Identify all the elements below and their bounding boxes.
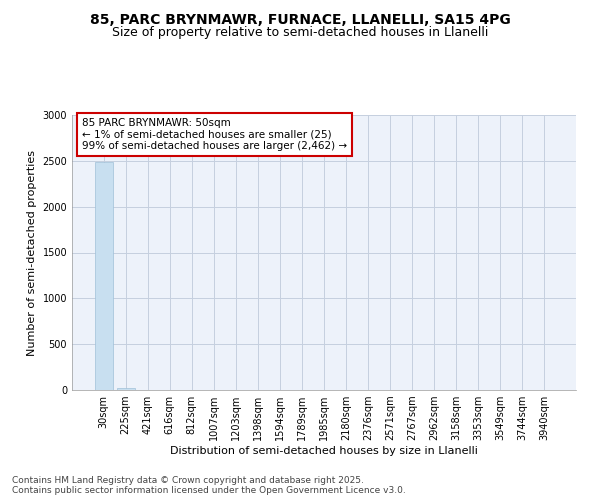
Text: 85, PARC BRYNMAWR, FURNACE, LLANELLI, SA15 4PG: 85, PARC BRYNMAWR, FURNACE, LLANELLI, SA…	[89, 12, 511, 26]
Bar	[95, 162, 113, 390]
Text: 85 PARC BRYNMAWR: 50sqm
← 1% of semi-detached houses are smaller (25)
99% of sem: 85 PARC BRYNMAWR: 50sqm ← 1% of semi-det…	[82, 118, 347, 151]
Bar	[117, 388, 134, 390]
Text: Size of property relative to semi-detached houses in Llanelli: Size of property relative to semi-detach…	[112, 26, 488, 39]
Y-axis label: Number of semi-detached properties: Number of semi-detached properties	[27, 150, 37, 356]
Text: Contains HM Land Registry data © Crown copyright and database right 2025.
Contai: Contains HM Land Registry data © Crown c…	[12, 476, 406, 495]
X-axis label: Distribution of semi-detached houses by size in Llanelli: Distribution of semi-detached houses by …	[170, 446, 478, 456]
